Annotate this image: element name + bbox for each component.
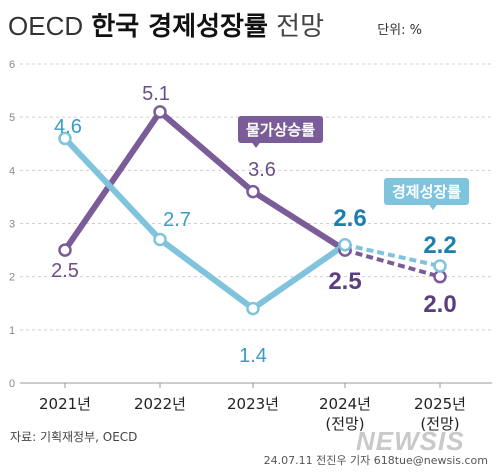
data-label: 2.7 bbox=[163, 209, 191, 231]
data-point bbox=[433, 259, 447, 273]
chart-title: OECD 한국 경제성장률 전망 bbox=[8, 6, 324, 43]
data-point bbox=[246, 184, 260, 199]
data-label: 2.6 bbox=[333, 205, 366, 232]
data-point bbox=[58, 131, 72, 146]
series-line-inflation bbox=[62, 108, 348, 254]
data-point bbox=[433, 269, 447, 284]
data-label: 3.6 bbox=[248, 159, 276, 181]
data-point bbox=[246, 301, 260, 316]
data-point bbox=[153, 232, 167, 247]
credit-line: 24.07.11 전진우 기자 618tue@newsis.com bbox=[263, 454, 488, 467]
y-tick-label: 2 bbox=[9, 272, 15, 284]
data-point bbox=[58, 243, 72, 257]
x-tick-label: 2022년 bbox=[134, 395, 186, 413]
y-tick-label: 5 bbox=[9, 112, 15, 124]
legend-inflation-pointer bbox=[250, 140, 262, 148]
data-label: 2.5 bbox=[51, 260, 79, 282]
y-tick-label: 0 bbox=[9, 378, 15, 390]
legend-growth: 경제성장률 bbox=[384, 178, 470, 205]
y-tick-label: 3 bbox=[9, 219, 15, 231]
legend-growth-pointer bbox=[427, 202, 439, 210]
series-forecast-line-growth bbox=[344, 242, 441, 268]
data-point bbox=[338, 238, 352, 252]
x-tick-label: 2023년 bbox=[227, 395, 279, 413]
x-tick-sublabel: (전망) bbox=[325, 415, 364, 433]
data-label: 2.5 bbox=[328, 268, 361, 295]
x-tick-sublabel: (전망) bbox=[420, 415, 459, 433]
title-suffix: 전망 bbox=[276, 12, 324, 42]
unit-label: 단위: % bbox=[377, 23, 422, 38]
y-tick-label: 1 bbox=[9, 325, 15, 337]
y-tick-label: 4 bbox=[9, 165, 15, 177]
x-tick-label: 2024년 bbox=[319, 395, 371, 413]
data-label: 5.1 bbox=[142, 83, 170, 105]
title-main: 한국 경제성장률 bbox=[91, 12, 268, 42]
x-tick-label: 2021년 bbox=[39, 395, 91, 413]
data-point bbox=[153, 105, 167, 119]
watermark-logo: NEWSIS bbox=[356, 426, 465, 456]
series-forecast-line-inflation bbox=[344, 248, 441, 279]
y-tick-label: 6 bbox=[9, 59, 15, 71]
series-line-growth bbox=[62, 135, 348, 312]
x-tick-label: 2025년 bbox=[414, 395, 466, 413]
data-label: 2.0 bbox=[423, 291, 456, 318]
data-label: 2.2 bbox=[423, 232, 456, 259]
legend-inflation: 물가상승률 bbox=[238, 116, 324, 143]
source-note: 자료: 기획재정부, OECD bbox=[10, 430, 138, 444]
data-label: 1.4 bbox=[239, 345, 267, 367]
title-prefix: OECD bbox=[8, 11, 84, 41]
data-label: 4.6 bbox=[54, 116, 82, 138]
